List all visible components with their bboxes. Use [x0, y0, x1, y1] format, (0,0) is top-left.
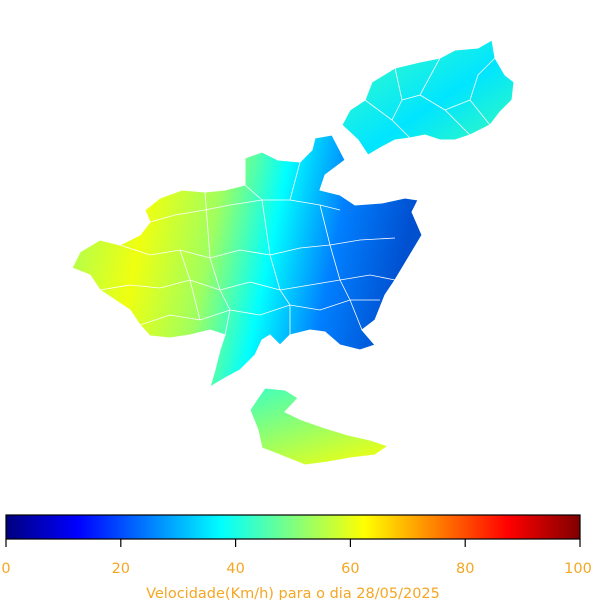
colorbar-tick-label: 0: [1, 561, 10, 577]
colorbar-tick-label: 80: [456, 561, 474, 577]
colorbar-tick-label: 60: [341, 561, 359, 577]
region-main: [71, 134, 423, 389]
colorbar-label: Velocidade(Km/h) para o dia 28/05/2025: [146, 586, 440, 600]
colorbar-tick-label: 100: [564, 561, 592, 577]
colorbar: 0 20 40 60 80 100 Velocidade(Km/h) para o dia…: [1, 514, 592, 602]
colorbar-gradient: [5, 514, 581, 540]
colorbar-tick-label: 40: [226, 561, 244, 577]
region-south: [249, 387, 390, 466]
colorbar-ticks: 0 20 40 60 80 100: [1, 539, 592, 577]
colorbar-tick-label: 20: [112, 561, 130, 577]
region-north-east: [341, 39, 515, 156]
